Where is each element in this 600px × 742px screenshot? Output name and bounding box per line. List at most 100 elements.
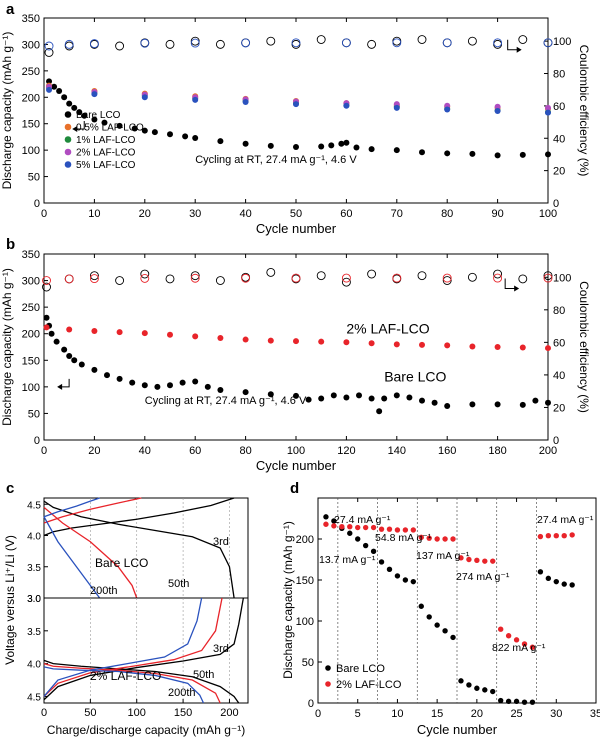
data-point [89,271,99,281]
data-point [518,35,528,44]
data-point [434,622,440,628]
data-point [305,396,312,403]
x-tick-label: 100 [539,208,557,220]
data-point [434,536,440,542]
data-point [561,581,567,587]
y-tick-label: 150 [22,355,40,367]
y2-tick-label: 60 [553,101,565,113]
voltage-curve [43,662,221,704]
panel-a: 0 10 20 30 40 50 60 70 80 90 100050100150200250300… [0,13,591,236]
annotation: Cycling at RT, 27.4 mA g⁻¹, 4.6 V [195,154,357,166]
data-point [46,78,53,85]
data-point [368,395,375,402]
data-point [343,102,350,109]
panel-letter-a: a [6,1,15,18]
legend-label: 1% LAF-LCO [76,135,136,146]
x-tick-label: 70 [391,208,403,220]
panel-b: 0 20 40 60 80 100 120 140 160 180 2000501001502002… [0,249,591,473]
data-point [291,38,301,48]
data-point [116,375,123,382]
data-point [537,533,544,540]
x-tick-label: 100 [287,445,305,457]
data-point [410,578,417,585]
y2-tick-label: 20 [553,166,565,178]
data-point [355,524,361,531]
voltage-curve [43,516,101,599]
x-axis-label: Cycle number [256,458,337,473]
x-tick-label: 60 [340,208,352,220]
data-point [71,357,78,364]
data-point [417,35,427,44]
data-point [291,273,301,283]
legend-marker [64,111,72,118]
data-point [66,353,73,360]
data-point [64,274,74,284]
cycle-label: 3rd [213,536,229,548]
data-point [167,131,173,138]
data-point [190,271,200,281]
data-point [46,86,53,93]
data-point [331,518,337,524]
series-label-laf: 2% LAF-LCO [346,321,429,337]
cycle-label: 200th [168,687,196,699]
x-tick-label: 0 [41,707,47,719]
data-point [43,324,50,331]
data-point [104,372,110,379]
data-point [116,329,123,336]
x-axis-label: Cycle number [417,722,498,737]
data-point [482,687,488,693]
data-point [466,556,472,563]
data-point [116,122,123,129]
data-point [215,276,225,285]
y-tick-label: 4.0 [27,532,41,543]
y2-tick-label: 100 [553,272,571,284]
y-axis-label: Discharge capacity (mAh g⁻¹) [281,521,295,679]
rate-label: 27.4 mA g⁻¹ [537,514,594,526]
data-point [545,533,552,539]
data-point [518,274,528,284]
data-point [115,41,125,51]
y-tick-label: 300 [22,39,40,51]
data-point [44,41,54,51]
annotation: Cycling at RT, 27.4 mA g⁻¹, 4.6 V [145,395,307,407]
data-point [89,274,99,284]
data-point [426,535,432,541]
data-point [338,140,345,147]
x-tick-label: 0 [41,208,47,220]
subplot-label: Bare LCO [95,556,148,570]
data-point [241,273,251,283]
data-point [394,573,401,579]
x-tick-label: 200 [220,707,238,719]
legend-marker [64,136,72,143]
data-point [392,273,402,283]
data-point [553,533,559,539]
x-tick-label: 25 [510,708,522,720]
left-axis-arrow [59,378,70,388]
data-point [81,112,88,119]
data-point [266,267,276,277]
data-point [386,566,393,573]
voltage-curve [43,597,223,697]
cycle-label: 50th [168,578,189,590]
data-point [410,527,417,533]
data-point [368,146,375,153]
data-point [192,333,199,340]
data-point [267,142,274,149]
data-point [129,379,136,386]
data-point [293,101,299,108]
data-point [140,269,150,279]
y2-axis-label: Coulombic efficiency (%) [577,281,591,413]
data-point [316,35,326,44]
data-point [505,698,512,705]
legend-label: Bare LCO [76,110,121,121]
data-point [442,273,452,283]
data-point [474,685,480,691]
y-tick-label: 100 [22,382,40,394]
y-tick-label: 200 [22,329,40,341]
y-tick-label: 4.5 [27,692,41,703]
data-point [394,527,401,533]
legend-marker [64,123,72,131]
data-point [393,341,400,348]
data-point [494,344,501,350]
data-point [341,38,351,48]
